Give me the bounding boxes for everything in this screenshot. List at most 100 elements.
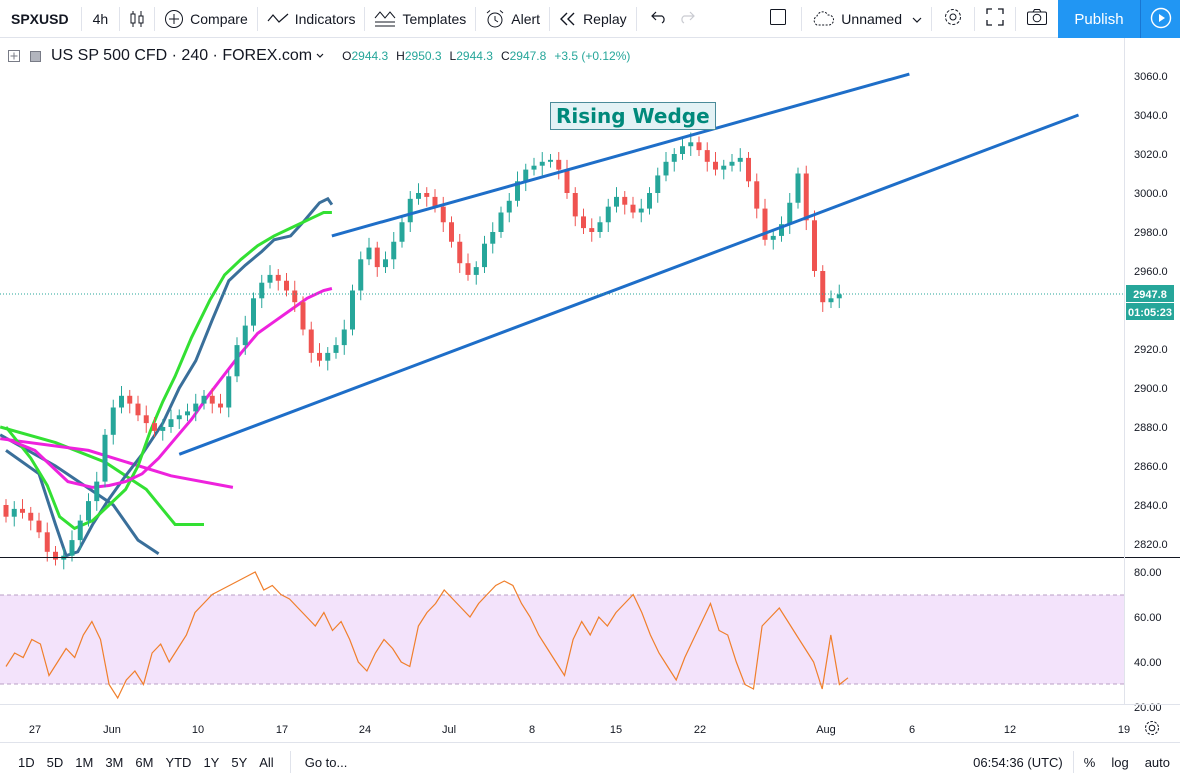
rsi-tick-label: 80.00 xyxy=(1134,567,1162,579)
candle-body xyxy=(416,193,421,199)
candle-body xyxy=(564,169,570,193)
candle-body xyxy=(94,481,100,502)
wedge-lines[interactable] xyxy=(178,72,1080,456)
snapshot-button[interactable] xyxy=(1016,0,1058,38)
candle-body xyxy=(53,551,58,560)
rsi-axis[interactable]: 80.00 60.00 40.00 20.00 xyxy=(1134,567,1162,714)
range-1y-button[interactable]: 1Y xyxy=(203,754,220,770)
range-1m-button[interactable]: 1M xyxy=(75,754,94,770)
layout-menu-button[interactable]: Unnamed xyxy=(802,0,931,38)
cloud-icon xyxy=(811,10,835,27)
chart-area[interactable]: US SP 500 CFD · 240 · FOREX.com O2944.3 … xyxy=(0,38,1180,742)
play-circle-icon xyxy=(1150,7,1172,32)
range-all-button[interactable]: All xyxy=(259,754,274,770)
redo-button[interactable] xyxy=(673,0,703,38)
candle-body xyxy=(449,222,454,242)
candle-body xyxy=(597,222,603,232)
range-6m-button[interactable]: 6M xyxy=(135,754,154,770)
interval-button[interactable]: 4h xyxy=(82,0,120,38)
candle-body xyxy=(506,200,512,213)
candle-body xyxy=(77,520,83,541)
candle-body xyxy=(704,150,710,162)
fullscreen-square-button[interactable] xyxy=(759,0,801,38)
price-chart[interactable]: 3060.03040.03020.03000.02980.02960.02940… xyxy=(0,38,1180,742)
candle-body xyxy=(407,198,413,223)
chart-style-button[interactable] xyxy=(120,0,154,38)
publish-menu-button[interactable] xyxy=(1140,0,1180,38)
candle-body xyxy=(581,216,586,229)
time-tick-label: 27 xyxy=(29,724,41,736)
alert-button[interactable]: Alert xyxy=(476,0,549,38)
indicators-button[interactable]: Indicators xyxy=(258,0,365,38)
undo-button[interactable] xyxy=(637,0,673,38)
separator xyxy=(154,6,156,31)
range-3m-button[interactable]: 3M xyxy=(105,754,124,770)
camera-icon xyxy=(1026,8,1048,29)
range-5d-button[interactable]: 5D xyxy=(46,754,64,770)
ma-magenta-line xyxy=(5,287,333,489)
ma-green-line xyxy=(4,211,332,531)
interval-label: 4h xyxy=(92,10,109,27)
fullscreen-button[interactable] xyxy=(975,0,1015,38)
expand-legend-icon[interactable] xyxy=(8,50,20,62)
candle-body xyxy=(589,228,595,232)
replay-button[interactable]: Replay xyxy=(550,0,636,38)
settings-button[interactable] xyxy=(932,0,974,38)
candle-body xyxy=(193,403,199,412)
last-price-badge xyxy=(1126,285,1174,302)
alarm-clock-icon xyxy=(485,9,505,29)
legend-symbol-title[interactable]: US SP 500 CFD · 240 · FOREX.com xyxy=(51,47,313,64)
separator xyxy=(974,6,975,31)
goto-button[interactable]: Go to... xyxy=(304,754,348,770)
rsi-plot xyxy=(5,571,849,700)
templates-button[interactable]: Templates xyxy=(365,0,475,38)
collapse-square-icon[interactable] xyxy=(30,50,41,62)
range-1d-button[interactable]: 1D xyxy=(18,754,35,770)
candle-body xyxy=(836,294,842,299)
compare-label: Compare xyxy=(190,10,248,27)
symbol-search-button[interactable]: SPXUSD xyxy=(0,0,81,38)
price-tick-label: 2820.0 xyxy=(1134,539,1168,551)
time-tick-label: Jun xyxy=(103,724,121,736)
candle-body xyxy=(11,508,17,517)
candle-body xyxy=(374,247,380,268)
templates-label: Templates xyxy=(402,10,467,27)
percent-toggle[interactable]: % xyxy=(1083,754,1096,770)
utc-clock[interactable]: 06:54:36 (UTC) xyxy=(973,754,1063,770)
time-tick-label: 6 xyxy=(909,724,915,736)
candle-body xyxy=(713,161,718,170)
separator xyxy=(475,6,477,31)
date-range-group: 1D 5D 1M 3M 6M YTD 1Y 5Y All xyxy=(0,755,280,770)
auto-toggle[interactable]: auto xyxy=(1144,754,1170,770)
range-ytd-button[interactable]: YTD xyxy=(165,754,192,770)
log-toggle[interactable]: log xyxy=(1111,754,1129,770)
time-axis[interactable]: 27 Jun 10 17 24 Jul 8 15 22 Aug 6 12 19 xyxy=(29,724,1130,736)
price-tick-label: 2920.0 xyxy=(1134,344,1168,356)
candle-body xyxy=(440,206,446,223)
chevron-down-icon[interactable] xyxy=(316,53,324,59)
candle-body xyxy=(556,159,562,170)
legend-high: H2950.3 xyxy=(396,49,442,63)
candles xyxy=(3,132,842,570)
candle-body xyxy=(605,206,611,223)
candle-body xyxy=(3,505,9,517)
candle-body xyxy=(754,181,760,209)
bottom-right-controls: 06:54:36 (UTC) % log auto xyxy=(963,743,1180,781)
candle-body xyxy=(325,352,331,361)
candle-body xyxy=(432,196,438,207)
separator xyxy=(256,6,258,31)
candle-body xyxy=(86,501,91,521)
candle-body xyxy=(218,403,223,408)
candle-body xyxy=(226,376,232,408)
countdown-text: 01:05:23 xyxy=(1128,307,1172,319)
publish-button[interactable]: Publish xyxy=(1058,0,1140,38)
candle-body xyxy=(127,395,133,404)
chevron-down-icon xyxy=(912,11,922,27)
axis-settings-icon[interactable] xyxy=(1145,721,1159,735)
indicators-label: Indicators xyxy=(294,10,356,27)
compare-button[interactable]: Compare xyxy=(155,0,257,38)
rising-wedge-annotation[interactable]: Rising Wedge xyxy=(550,102,716,130)
range-5y-button[interactable]: 5Y xyxy=(231,754,248,770)
candle-body xyxy=(135,403,141,416)
legend-open: O2944.3 xyxy=(342,49,389,63)
